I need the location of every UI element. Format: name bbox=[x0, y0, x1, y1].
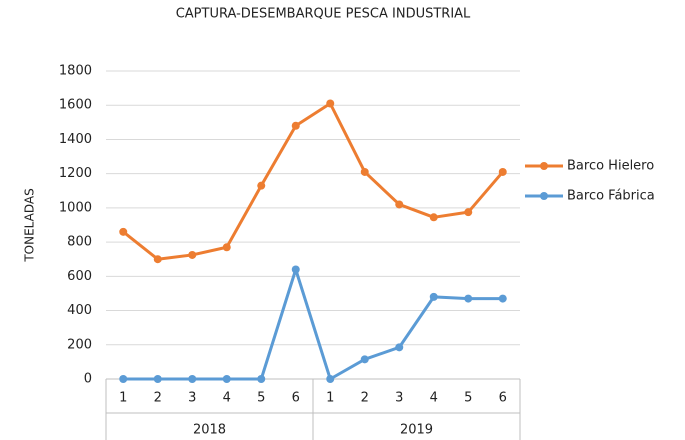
data-point bbox=[498, 294, 507, 303]
data-point bbox=[395, 343, 404, 352]
data-point bbox=[326, 99, 335, 108]
data-point bbox=[153, 375, 162, 383]
x-tick-label: 6 bbox=[499, 391, 507, 406]
data-point bbox=[429, 213, 438, 222]
data-point bbox=[464, 208, 473, 217]
legend-label: Barco Hielero bbox=[567, 159, 654, 174]
data-point bbox=[464, 294, 473, 303]
x-tick-label: 4 bbox=[223, 391, 231, 406]
data-point bbox=[222, 375, 231, 383]
legend-label: Barco Fábrica bbox=[567, 189, 655, 204]
x-tick-label: 5 bbox=[257, 391, 265, 406]
data-point bbox=[429, 292, 438, 301]
data-point bbox=[360, 167, 369, 176]
legend-marker bbox=[540, 162, 548, 170]
data-point bbox=[119, 227, 128, 236]
data-point bbox=[222, 243, 231, 252]
x-tick-label: 2 bbox=[154, 391, 162, 406]
x-tick-label: 5 bbox=[464, 391, 472, 406]
x-tick-label: 3 bbox=[395, 391, 403, 406]
x-tick-label: 2 bbox=[361, 391, 369, 406]
x-tick-label: 1 bbox=[326, 391, 334, 406]
data-point bbox=[188, 375, 197, 383]
y-tick-label: 1000 bbox=[59, 200, 92, 215]
y-tick-label: 600 bbox=[67, 269, 92, 284]
x-tick-label: 3 bbox=[188, 391, 196, 406]
group-label: 2019 bbox=[400, 423, 433, 438]
x-tick-label: 4 bbox=[430, 391, 438, 406]
y-tick-label: 1200 bbox=[59, 166, 92, 181]
data-point bbox=[257, 181, 266, 190]
y-tick-label: 200 bbox=[67, 337, 92, 352]
y-tick-label: 0 bbox=[84, 372, 92, 387]
x-tick-label: 1 bbox=[119, 391, 127, 406]
y-tick-label: 1600 bbox=[59, 98, 92, 113]
data-point bbox=[119, 375, 128, 383]
data-point bbox=[291, 265, 300, 274]
y-tick-label: 400 bbox=[67, 303, 92, 318]
series-line bbox=[123, 267, 503, 381]
data-point bbox=[360, 355, 369, 364]
group-label: 2018 bbox=[193, 423, 226, 438]
y-tick-label: 800 bbox=[67, 235, 92, 250]
data-point bbox=[498, 167, 507, 176]
y-axis-label: TONELADAS bbox=[23, 188, 37, 262]
legend-marker bbox=[540, 192, 548, 200]
data-point bbox=[153, 255, 162, 264]
x-tick-label: 6 bbox=[292, 391, 300, 406]
series-line bbox=[122, 102, 504, 261]
data-point bbox=[257, 375, 266, 383]
data-point bbox=[326, 375, 335, 383]
data-point bbox=[395, 200, 404, 209]
chart-title: CAPTURA-DESEMBARQUE PESCA INDUSTRIAL bbox=[176, 7, 471, 22]
data-point bbox=[188, 250, 197, 259]
y-tick-label: 1800 bbox=[59, 64, 92, 79]
y-tick-label: 1400 bbox=[59, 132, 92, 147]
data-point bbox=[291, 121, 300, 130]
